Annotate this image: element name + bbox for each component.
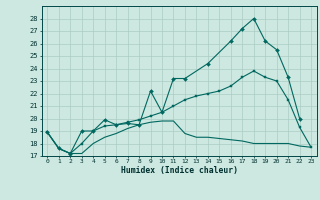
X-axis label: Humidex (Indice chaleur): Humidex (Indice chaleur) [121, 166, 238, 175]
